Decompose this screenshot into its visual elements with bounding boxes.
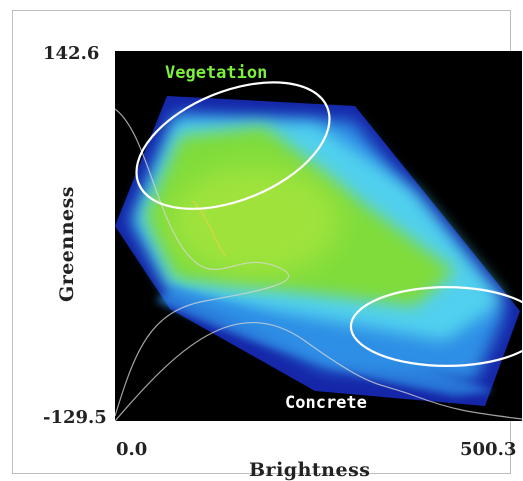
plot-area: Vegetation Concrete [115,51,522,421]
annotation-concrete: Concrete [285,393,367,413]
annotation-ellipses [135,81,522,367]
density-cloud [115,96,520,406]
y-axis-label: Greenness [56,185,78,303]
density-plot [115,81,522,421]
chart-frame: 142.6 -129.5 0.0 500.3 Brightness Greenn… [12,10,522,481]
x-tick-label-right: 500.3 [460,439,517,460]
y-tick-label-bottom: -129.5 [43,407,107,428]
annotation-vegetation: Vegetation [165,63,268,83]
profile-curve-bottom [115,322,522,421]
x-axis-label: Brightness [249,459,371,481]
annotation-ellipse-vegetation [135,81,331,210]
profile-curve-accent [192,200,226,257]
y-tick-label-top: 142.6 [43,43,100,64]
density-lower-band [155,286,495,396]
density-peak [170,166,340,276]
x-tick-label-left: 0.0 [116,439,148,460]
annotation-ellipse-concrete [349,286,522,367]
